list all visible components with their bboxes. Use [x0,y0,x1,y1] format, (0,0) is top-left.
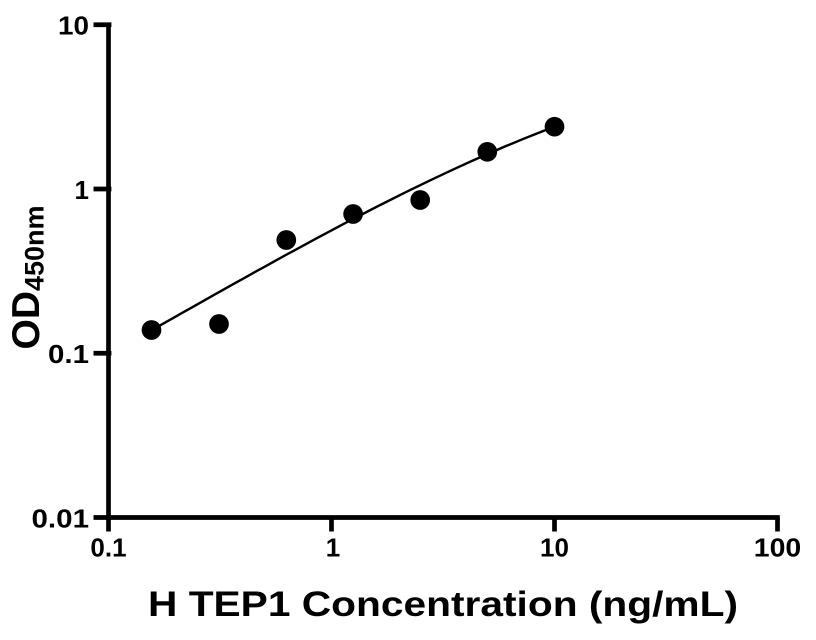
svg-text:0.1: 0.1 [90,533,126,563]
svg-text:0.01: 0.01 [32,503,90,533]
svg-text:10: 10 [58,10,89,40]
svg-text:1: 1 [75,175,89,205]
svg-text:0.1: 0.1 [48,339,89,369]
svg-text:10: 10 [540,533,569,563]
svg-text:100: 100 [754,533,802,563]
svg-text:OD450nm: OD450nm [5,205,50,349]
svg-text:1: 1 [326,533,340,563]
svg-text:H TEP1 Concentration (ng/mL): H TEP1 Concentration (ng/mL) [148,585,738,624]
